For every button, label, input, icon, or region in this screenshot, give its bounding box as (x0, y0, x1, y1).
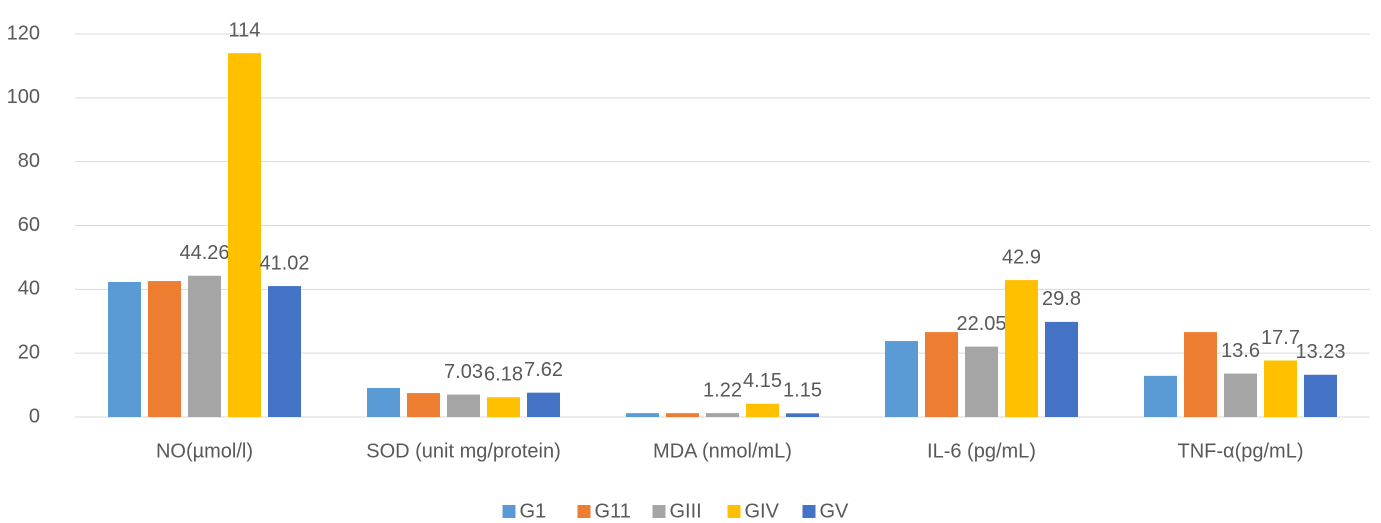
data-label: 17.7 (1261, 327, 1300, 349)
data-label: 6.18 (484, 364, 523, 386)
data-label: 13.23 (1295, 341, 1345, 363)
legend-label: GV (820, 500, 850, 522)
x-tick-label: MDA (nmol/mL) (653, 440, 792, 462)
y-tick-label: 100 (7, 86, 40, 108)
data-label: 29.8 (1042, 288, 1081, 310)
y-tick-label: 20 (18, 341, 40, 363)
legend-label: G1 (520, 500, 547, 522)
bar (148, 281, 181, 417)
bar (706, 413, 739, 417)
y-tick-label: 0 (29, 405, 40, 427)
bar (447, 394, 480, 417)
legend-swatch (652, 505, 666, 518)
data-label: 44.26 (179, 242, 229, 264)
y-tick-label: 120 (7, 22, 40, 44)
legend-swatch (502, 505, 516, 518)
bar (407, 393, 440, 417)
data-label: 114 (229, 19, 261, 41)
data-label: 4.15 (743, 370, 782, 392)
bar (885, 341, 918, 417)
legend-swatch (802, 505, 816, 518)
y-tick-label: 40 (18, 278, 40, 300)
x-tick-label: NO(µmol/l) (156, 440, 253, 462)
bar (1224, 373, 1257, 417)
bar (1304, 374, 1337, 417)
bar (965, 346, 998, 417)
bar (786, 413, 819, 417)
data-label: 1.22 (703, 379, 742, 401)
y-tick-label: 60 (18, 214, 40, 236)
bar (188, 275, 221, 417)
x-tick-label: SOD (unit mg/protein) (366, 440, 561, 462)
data-label: 7.03 (444, 361, 483, 383)
x-tick-label: IL-6 (pg/mL) (927, 440, 1036, 462)
bar (1045, 321, 1078, 417)
bar (367, 387, 400, 417)
data-label: 13.6 (1221, 340, 1260, 362)
bar (487, 397, 520, 417)
bar (228, 53, 261, 418)
legend-label: G11 (595, 500, 631, 522)
bar (925, 332, 958, 417)
bar (746, 403, 779, 417)
data-label: 7.62 (524, 359, 563, 381)
data-label: 1.15 (783, 380, 822, 402)
x-tick-label: TNF-α(pg/mL) (1177, 440, 1303, 462)
data-label: 22.05 (956, 313, 1006, 335)
legend-label: GIV (745, 500, 780, 522)
bar (1184, 332, 1217, 417)
legend-swatch (577, 505, 591, 518)
legend-swatch (727, 505, 741, 518)
bar (108, 281, 141, 417)
data-label: 42.9 (1002, 246, 1041, 268)
bar (527, 392, 560, 417)
y-tick-label: 80 (18, 150, 40, 172)
bar (666, 413, 699, 417)
bar (268, 286, 301, 417)
legend-label: GIII (670, 500, 702, 522)
bar (1144, 375, 1177, 417)
bar (1264, 360, 1297, 417)
data-label: 41.02 (259, 252, 309, 274)
bar (626, 413, 659, 417)
bar (1005, 280, 1038, 417)
